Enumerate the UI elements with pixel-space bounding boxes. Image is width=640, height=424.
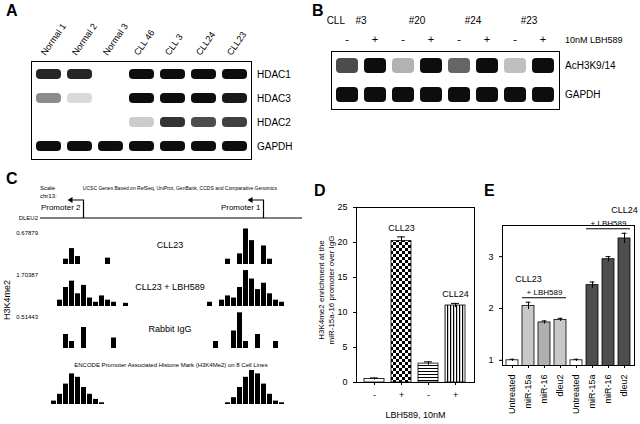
svg-text:C: C [6,170,18,187]
svg-text:CLL23: CLL23 [515,274,542,284]
svg-text:CLL 3: CLL 3 [163,32,185,57]
svg-text:Rabbit IgG: Rabbit IgG [148,324,191,334]
svg-text:Normal 1: Normal 1 [39,21,68,57]
svg-text:D: D [314,182,326,199]
svg-text:CLL24: CLL24 [611,205,638,215]
svg-text:#3: #3 [355,15,367,26]
svg-text:+: + [540,33,546,45]
svg-text:0.67879: 0.67879 [16,230,38,236]
svg-text:H3K4me2 enrichment at the: H3K4me2 enrichment at the [317,240,326,340]
svg-text:Untreated: Untreated [571,375,581,415]
svg-text:B: B [312,2,324,19]
svg-text:#24: #24 [465,15,482,26]
svg-text:5: 5 [342,342,347,352]
svg-text:UCSC Genes Based on RefSeq, Un: UCSC Genes Based on RefSeq, UniProt, Gen… [83,185,278,191]
svg-text:HDAC2: HDAC2 [257,117,291,128]
svg-text:DLEU2: DLEU2 [19,215,39,221]
svg-text:CLL24: CLL24 [194,30,217,57]
svg-text:+: + [453,390,458,400]
svg-text:Scale: Scale [40,185,56,191]
svg-text:GAPDH: GAPDH [257,141,293,152]
svg-text:miR-15a-16 promoter over IgG: miR-15a-16 promoter over IgG [327,236,336,345]
svg-text:#23: #23 [521,15,538,26]
svg-text:miR-15a: miR-15a [523,375,533,409]
svg-text:+: + [428,33,434,45]
svg-text:Untreated: Untreated [507,375,517,415]
svg-text:GAPDH: GAPDH [565,89,601,100]
svg-text:CLL24: CLL24 [442,289,469,299]
svg-text:2: 2 [488,303,493,313]
svg-text:20: 20 [337,237,347,247]
svg-text:+ LBH589: + LBH589 [591,219,627,228]
svg-text:+: + [372,33,378,45]
svg-text:10nM LBH589: 10nM LBH589 [565,35,623,45]
svg-text:3: 3 [488,251,493,261]
svg-text:Promoter 2: Promoter 2 [41,203,81,212]
svg-text:-: - [427,390,430,400]
svg-text:CLL: CLL [327,15,346,26]
svg-text:-: - [401,33,405,45]
svg-text:10: 10 [337,307,347,317]
svg-text:CLL23: CLL23 [157,240,184,250]
svg-text:-: - [373,390,376,400]
svg-text:-: - [457,33,461,45]
svg-text:CLL23 + LBH589: CLL23 + LBH589 [135,282,204,292]
svg-text:+: + [399,390,404,400]
svg-text:-: - [345,33,349,45]
svg-text:+ LBH589: + LBH589 [527,288,563,297]
svg-text:1.70387: 1.70387 [16,272,38,278]
svg-text:E: E [484,182,495,199]
svg-text:CLL 46: CLL 46 [132,28,157,57]
svg-text:HDAC3: HDAC3 [257,93,291,104]
svg-text:CLL23: CLL23 [225,30,248,57]
svg-text:-: - [513,33,517,45]
svg-text:chr13:: chr13: [40,193,57,199]
svg-text:0: 0 [342,377,347,387]
svg-text:miR-16: miR-16 [603,375,613,404]
svg-text:HDAC1: HDAC1 [257,69,291,80]
svg-text:15: 15 [337,272,347,282]
svg-text:dleu2: dleu2 [619,375,629,397]
svg-text:miR-16: miR-16 [539,375,549,404]
svg-text:H3K4me2: H3K4me2 [2,280,12,320]
svg-text:Normal 3: Normal 3 [101,21,130,57]
svg-text:0.51443: 0.51443 [16,314,38,320]
svg-text:25: 25 [337,202,347,212]
svg-text:Normal 2: Normal 2 [70,21,99,57]
svg-text:#20: #20 [409,15,426,26]
svg-text:ENCODE Promoter Associated His: ENCODE Promoter Associated Histone Mark … [74,362,267,368]
svg-text:CLL23: CLL23 [388,223,415,233]
svg-text:AcH3K9/14: AcH3K9/14 [565,60,616,71]
svg-text:A: A [6,2,18,19]
svg-text:+: + [484,33,490,45]
svg-text:dleu2: dleu2 [555,375,565,397]
svg-text:1: 1 [488,355,493,365]
svg-text:Promoter 1: Promoter 1 [221,203,261,212]
svg-text:miR-15a: miR-15a [587,375,597,409]
svg-text:LBH589, 10nM: LBH589, 10nM [385,410,445,420]
